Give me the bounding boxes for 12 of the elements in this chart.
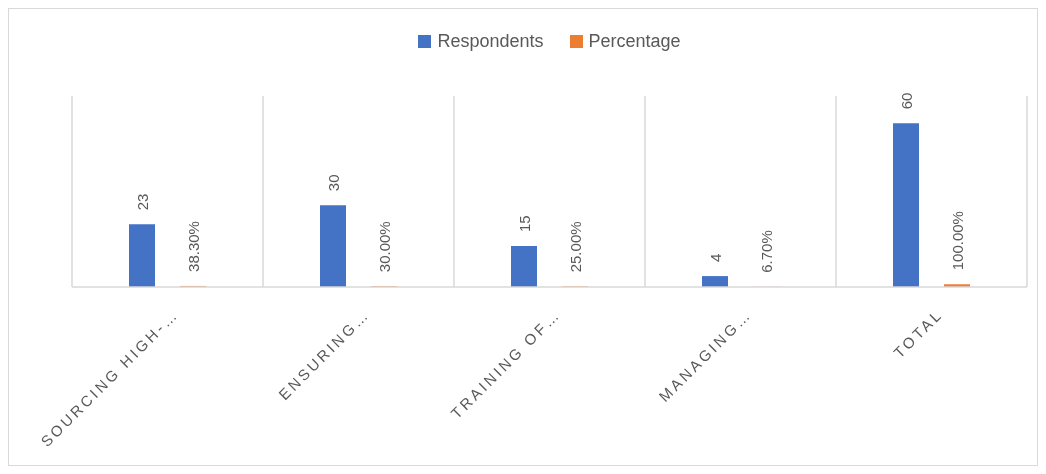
data-label: 60 (897, 92, 915, 110)
data-label: 38.30% (184, 221, 202, 272)
data-label: 100.00% (948, 211, 966, 271)
data-label: 23 (133, 193, 151, 211)
data-label: 6.70% (757, 230, 775, 273)
legend-label: Respondents (437, 31, 544, 52)
data-label: 30 (324, 174, 342, 192)
data-label: 25.00% (566, 221, 584, 273)
data-label: 30.00% (375, 221, 393, 273)
data-label: 4 (706, 253, 724, 263)
legend-label: Percentage (588, 31, 681, 52)
data-label: 15 (515, 215, 533, 233)
